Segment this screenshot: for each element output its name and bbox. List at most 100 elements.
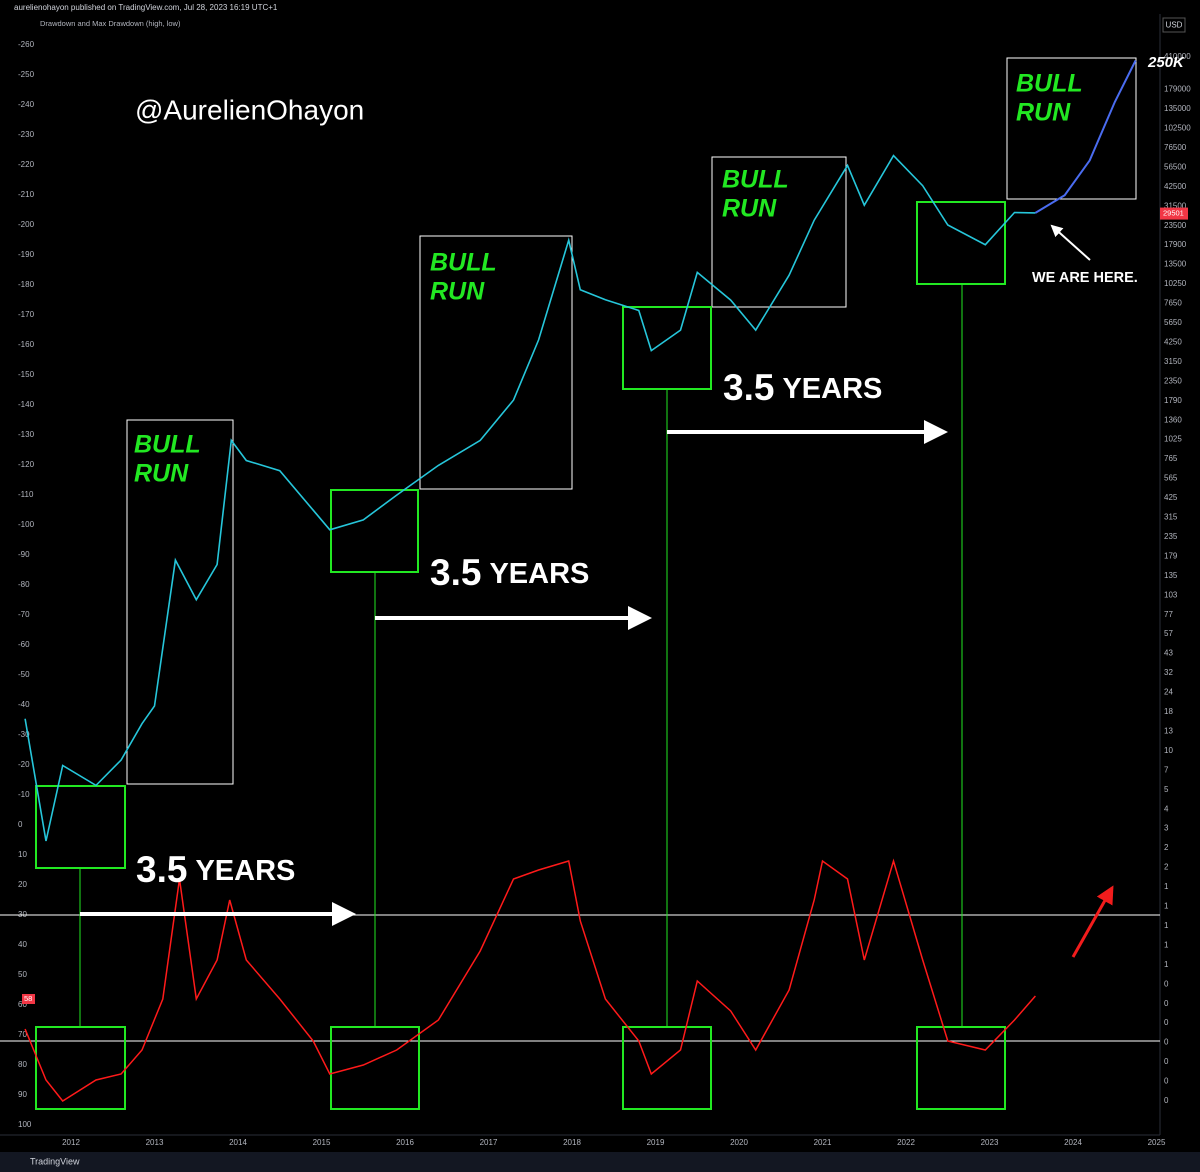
y-tick-label: -260 xyxy=(18,40,35,49)
y-tick-label: -130 xyxy=(18,430,35,439)
projection-line xyxy=(1034,60,1137,214)
y-tick-label: -110 xyxy=(18,490,34,499)
y-tick-label: -220 xyxy=(18,160,35,169)
bull-box xyxy=(711,156,847,308)
price-tick-label: 0 xyxy=(1164,999,1169,1008)
x-tick-label: 2013 xyxy=(146,1138,164,1147)
y-tick-label: -200 xyxy=(18,220,35,229)
price-tick-label: 0 xyxy=(1164,1038,1169,1047)
price-tick-label: 315 xyxy=(1164,513,1178,522)
watermark: @AurelienOhayon xyxy=(135,94,364,125)
cycle-label: 3.5 YEARS xyxy=(136,849,295,890)
price-tick-label: 7 xyxy=(1164,765,1169,774)
price-tick-label: 3150 xyxy=(1164,357,1182,366)
y-tick-label: -100 xyxy=(18,520,35,529)
target-label: 250K xyxy=(1147,54,1185,71)
price-tick-label: 0 xyxy=(1164,1057,1169,1066)
x-tick-label: 2014 xyxy=(229,1138,247,1147)
cycle-unit: YEARS xyxy=(782,373,882,405)
y-tick-label: 70 xyxy=(18,1030,27,1039)
x-tick-label: 2019 xyxy=(647,1138,665,1147)
footer xyxy=(0,1152,1200,1172)
currency-box[interactable] xyxy=(1162,17,1186,33)
y-tick-label: -160 xyxy=(18,340,35,349)
bull-run: RUN xyxy=(722,195,777,223)
x-tick-label: 2021 xyxy=(814,1138,832,1147)
bull-run: BULL xyxy=(1016,70,1083,98)
x-tick-label: 2012 xyxy=(62,1138,80,1147)
price-tick-label: 24 xyxy=(1164,688,1173,697)
price-tick-label: 1 xyxy=(1164,902,1169,911)
bull-box xyxy=(419,235,573,490)
y-tick-label: -150 xyxy=(18,370,35,379)
drawdown-badge xyxy=(22,994,35,1004)
price-tick-label: 42500 xyxy=(1164,182,1187,191)
y-tick-label: -120 xyxy=(18,460,35,469)
accumulation-box xyxy=(916,201,1006,285)
price-tick-label: 1 xyxy=(1164,921,1169,930)
x-tick-label: 2022 xyxy=(897,1138,915,1147)
y-tick-label: 80 xyxy=(18,1060,27,1069)
bull-run: BULL xyxy=(430,249,497,277)
y-tick-label: -40 xyxy=(18,700,30,709)
price-tick-label: 0 xyxy=(1164,1096,1169,1105)
y-tick-label: 40 xyxy=(18,940,27,949)
arrow xyxy=(1050,224,1091,261)
y-tick-label: 20 xyxy=(18,880,27,889)
price-tick-label: 410000 xyxy=(1164,52,1191,61)
x-tick-label: 2015 xyxy=(313,1138,331,1147)
price-tick-label: 10 xyxy=(1164,746,1173,755)
y-tick-label: -190 xyxy=(18,250,35,259)
indicator-label: Drawdown and Max Drawdown (high, low) xyxy=(40,19,181,28)
price-tick-label: 135 xyxy=(1164,571,1178,580)
price-tick-label: 179000 xyxy=(1164,85,1191,94)
y-tick-label: -50 xyxy=(18,670,30,679)
y-tick-label: 10 xyxy=(18,850,27,859)
price-tick-label: 1025 xyxy=(1164,435,1182,444)
y-tick-label: -80 xyxy=(18,580,30,589)
y-tick-label: -240 xyxy=(18,100,35,109)
y-tick-label: -30 xyxy=(18,730,30,739)
y-tick-label: -20 xyxy=(18,760,30,769)
y-tick-label: 100 xyxy=(18,1120,32,1129)
cycle-number: 3.5 xyxy=(723,367,774,408)
publish-info: aurelienohayon published on TradingView.… xyxy=(14,3,278,12)
y-tick-label: -60 xyxy=(18,640,30,649)
x-tick-label: 2024 xyxy=(1064,1138,1082,1147)
price-tick-label: 765 xyxy=(1164,454,1178,463)
price-tick-label: 179 xyxy=(1164,551,1178,560)
cycle-unit: YEARS xyxy=(195,855,295,887)
price-tick-label: 1360 xyxy=(1164,415,1182,424)
price-tick-label: 565 xyxy=(1164,474,1178,483)
y-tick-label: 60 xyxy=(18,1000,27,1009)
y-tick-label: -140 xyxy=(18,400,35,409)
cycle-number: 3.5 xyxy=(136,849,187,890)
last-price-badge xyxy=(1160,207,1188,220)
drawdown-last: 58 xyxy=(24,994,32,1003)
bull-run: RUN xyxy=(430,278,485,306)
brand: TradingView xyxy=(30,1156,80,1166)
price-tick-label: 1 xyxy=(1164,940,1169,949)
price-tick-label: 57 xyxy=(1164,629,1173,638)
price-tick-label: 1790 xyxy=(1164,396,1182,405)
y-tick-label: -70 xyxy=(18,610,30,619)
y-tick-label: -250 xyxy=(18,70,35,79)
drawdown-box xyxy=(916,1026,1006,1110)
price-tick-label: 7650 xyxy=(1164,299,1182,308)
y-tick-label: -210 xyxy=(18,190,35,199)
arrow xyxy=(1071,885,1114,958)
price-tick-label: 18 xyxy=(1164,707,1173,716)
bull-box xyxy=(126,419,234,785)
x-tick-label: 2016 xyxy=(396,1138,414,1147)
price-tick-label: 3 xyxy=(1164,824,1169,833)
x-tick-label: 2020 xyxy=(730,1138,748,1147)
price-tick-label: 2 xyxy=(1164,863,1169,872)
bull-run: BULL xyxy=(134,431,201,459)
currency[interactable]: USD xyxy=(1166,21,1183,30)
bull-run: RUN xyxy=(1016,99,1071,127)
price-tick-label: 17900 xyxy=(1164,240,1187,249)
price-tick-label: 31500 xyxy=(1164,201,1187,210)
y-tick-label: -170 xyxy=(18,310,35,319)
price-tick-label: 10250 xyxy=(1164,279,1187,288)
